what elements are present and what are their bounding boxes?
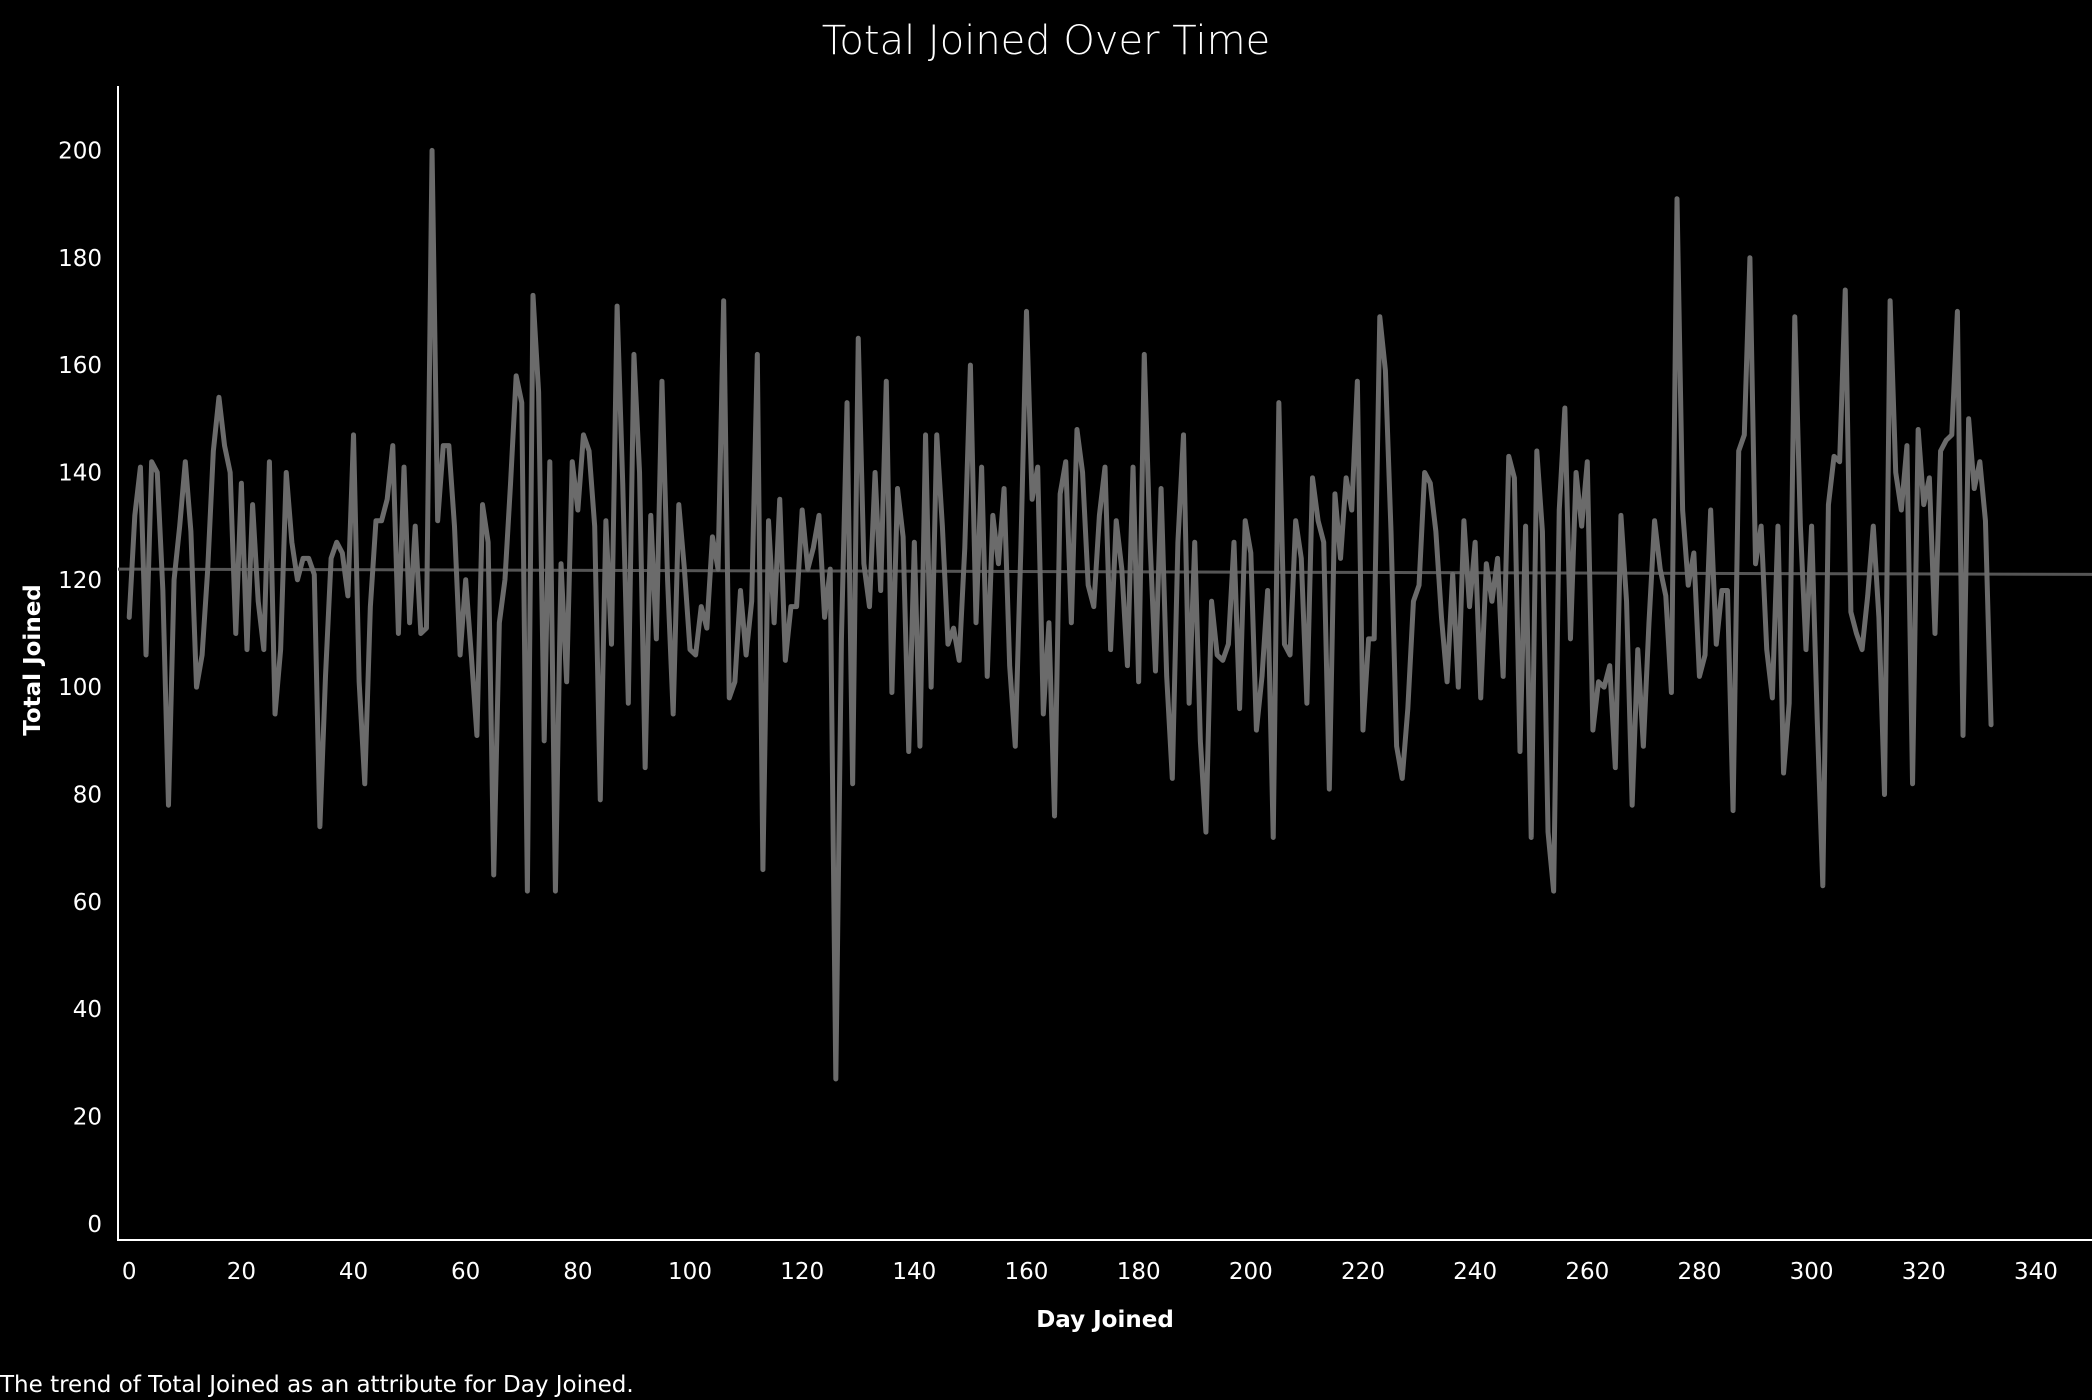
y-tick-label: 60 [73,890,102,916]
x-tick-label: 340 [2014,1259,2058,1285]
x-tick-label: 200 [1229,1259,1273,1285]
y-tick-labels: 0 20 40 60 80 100 120 140 160 180 200 [58,138,102,1237]
x-tick-label: 300 [1790,1259,1834,1285]
y-tick-label: 200 [58,138,102,164]
y-tick-label: 40 [73,997,102,1023]
x-tick-label: 140 [892,1259,936,1285]
y-tick-label: 80 [73,783,102,809]
x-tick-label: 0 [122,1259,137,1285]
y-tick-label: 120 [58,568,102,594]
x-tick-label: 320 [1902,1259,1946,1285]
y-tick-label: 20 [73,1105,102,1131]
x-tick-label: 240 [1453,1259,1497,1285]
x-tick-label: 160 [1005,1259,1049,1285]
x-tick-label: 180 [1117,1259,1161,1285]
x-tick-label: 220 [1341,1259,1385,1285]
x-tick-labels: 0 20 40 60 80 100 120 140 160 180 200 220 240 260 280 3… [122,1259,2058,1285]
x-tick-label: 20 [227,1259,256,1285]
y-tick-label: 140 [58,460,102,486]
x-tick-label: 120 [780,1259,824,1285]
y-tick-label: 100 [58,675,102,701]
y-tick-label: 160 [58,353,102,379]
x-axis-label: Day Joined [1036,1307,1174,1333]
y-axis-label: Total Joined [20,584,46,736]
x-tick-label: 80 [563,1259,592,1285]
x-tick-label: 60 [451,1259,480,1285]
x-tick-label: 100 [668,1259,712,1285]
series-line-total-joined [126,147,1994,1082]
chart-caption: The trend of Total Joined as an attribut… [0,1372,634,1398]
y-tick-label: 180 [58,246,102,272]
x-tick-label: 260 [1565,1259,1609,1285]
x-tick-label: 280 [1677,1259,1721,1285]
y-tick-label: 0 [87,1212,102,1238]
x-tick-label: 40 [339,1259,368,1285]
chart-title: Total Joined Over Time [822,18,1270,64]
